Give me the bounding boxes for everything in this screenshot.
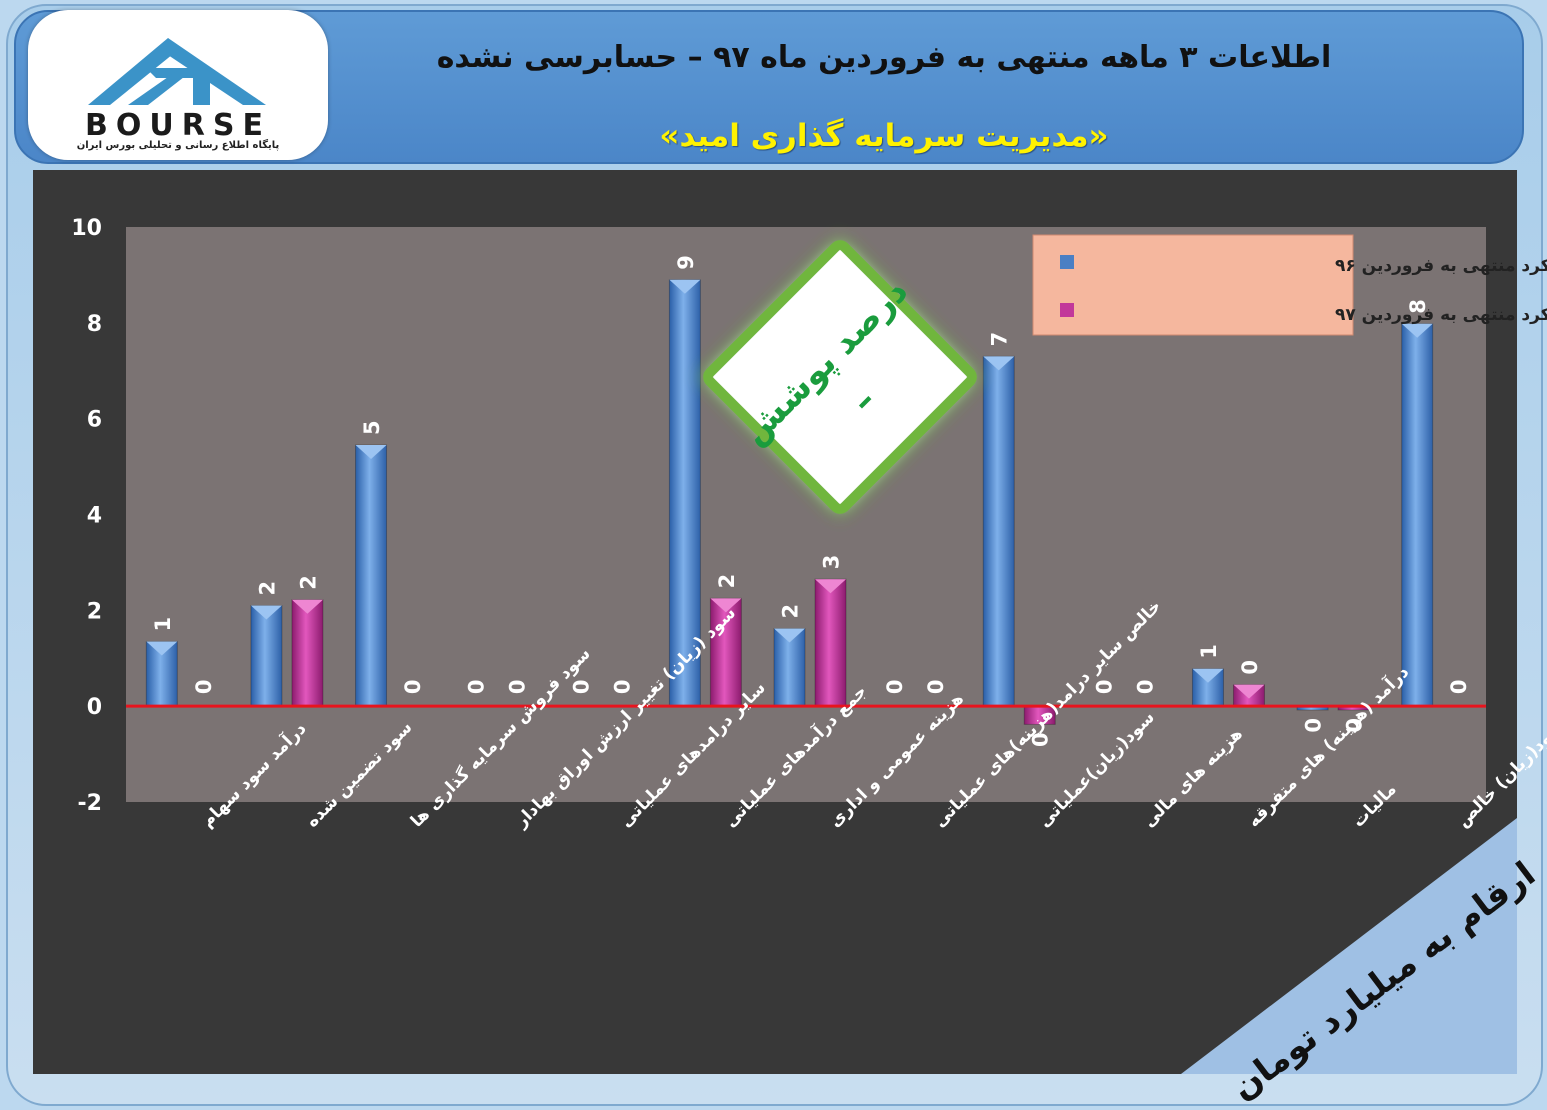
bar-cap bbox=[291, 599, 323, 614]
data-label-s1: 1 bbox=[1197, 644, 1221, 659]
data-label-s2: 0 bbox=[610, 680, 634, 695]
y-tick-label: 0 bbox=[87, 695, 102, 720]
data-label-s2: 0 bbox=[924, 680, 948, 695]
bar-cap bbox=[1401, 323, 1433, 338]
bar-s1 bbox=[355, 444, 388, 707]
bourse-logo: BOURSE پایگاه اطلاع رسانی و تحلیلی بورس … bbox=[28, 10, 328, 160]
bar-cap bbox=[669, 279, 701, 294]
data-label-s1: 0 bbox=[1092, 680, 1116, 695]
bar-s1 bbox=[1191, 668, 1224, 707]
data-label-s1: 0 bbox=[569, 680, 593, 695]
y-axis: 10 8 6 4 2 0 -2 bbox=[71, 216, 102, 816]
bar-s1 bbox=[982, 355, 1015, 707]
y-tick-label: 10 bbox=[71, 216, 102, 241]
data-label-s1: 2 bbox=[779, 604, 803, 619]
bar-cap bbox=[1233, 684, 1265, 699]
bars-group: 1 2 5 0 0 9 2 0 7 0 1 0 8 0 2 0 0 0 2 3 0 0 0 0 0 0 bbox=[126, 255, 1486, 747]
bar-cap bbox=[1192, 668, 1224, 683]
bar-s2 bbox=[291, 599, 324, 707]
page-title: اطلاعات ۳ ماهه منتهی به فروردین ماه ۹۷ –… bbox=[436, 40, 1332, 75]
data-label-s1: 0 bbox=[883, 680, 907, 695]
y-tick-label: 4 bbox=[87, 504, 102, 529]
legend-swatch-96 bbox=[1060, 255, 1074, 269]
legend-swatch-97 bbox=[1060, 303, 1074, 317]
data-label-s2: 3 bbox=[820, 555, 844, 570]
data-label-s1: 5 bbox=[360, 420, 384, 435]
data-label-s1: 0 bbox=[465, 680, 489, 695]
data-label-s2: 0 bbox=[1343, 718, 1367, 733]
data-label-s2: 0 bbox=[1447, 680, 1471, 695]
y-tick-label: 8 bbox=[87, 312, 102, 337]
legend-label-96: عملکرد منتهی به فروردین ۹۶ bbox=[1335, 256, 1547, 276]
y-tick-label: 6 bbox=[87, 408, 102, 433]
y-tick-label: 2 bbox=[87, 599, 102, 624]
data-label-s2: 0 bbox=[401, 680, 425, 695]
company-subtitle: «مدیریت سرمایه گذاری امید» bbox=[659, 118, 1109, 154]
y-tick-label: -2 bbox=[78, 791, 102, 816]
bar-s1 bbox=[250, 605, 283, 707]
data-label-s2: 0 bbox=[1029, 732, 1053, 747]
data-label-s1: 1 bbox=[151, 617, 175, 632]
data-label-s1: 9 bbox=[674, 255, 698, 270]
data-label-s2: 0 bbox=[1133, 680, 1157, 695]
legend-label-97: عملکرد منتهی به فروردین ۹۷ bbox=[1335, 305, 1547, 325]
data-label-s2: 0 bbox=[506, 680, 530, 695]
bar-cap bbox=[710, 598, 742, 613]
bar-s1 bbox=[1401, 323, 1434, 707]
logo-mark-icon bbox=[88, 38, 266, 105]
data-label-s2: 0 bbox=[1238, 660, 1262, 675]
bar-cap bbox=[815, 579, 846, 594]
data-label-s1: 7 bbox=[988, 332, 1012, 347]
data-label-s2: 2 bbox=[715, 574, 739, 589]
data-label-s1: 8 bbox=[1406, 299, 1430, 314]
bar-cap bbox=[146, 641, 178, 656]
bar-cap bbox=[983, 356, 1015, 371]
data-label-s2: 0 bbox=[192, 680, 216, 695]
data-label-s2: 2 bbox=[296, 575, 320, 590]
logo-tagline: پایگاه اطلاع رسانی و تحلیلی بورس ایران bbox=[76, 140, 280, 151]
bar-cap bbox=[774, 628, 805, 643]
units-banner: ارقام به میلیارد تومان bbox=[1181, 818, 1543, 1108]
coverage-badge: درصد پوشش – bbox=[703, 240, 977, 514]
logo-wordmark: BOURSE bbox=[85, 108, 271, 143]
bar-s2 bbox=[814, 578, 847, 707]
bar-s2 bbox=[709, 597, 742, 707]
bar-cap bbox=[355, 445, 387, 460]
bar-cap bbox=[250, 605, 282, 620]
data-label-s1: 0 bbox=[1302, 718, 1326, 733]
chart-legend: عملکرد منتهی به فروردین ۹۶ عملکرد منتهی … bbox=[1032, 234, 1547, 336]
data-label-s1: 2 bbox=[255, 581, 279, 596]
